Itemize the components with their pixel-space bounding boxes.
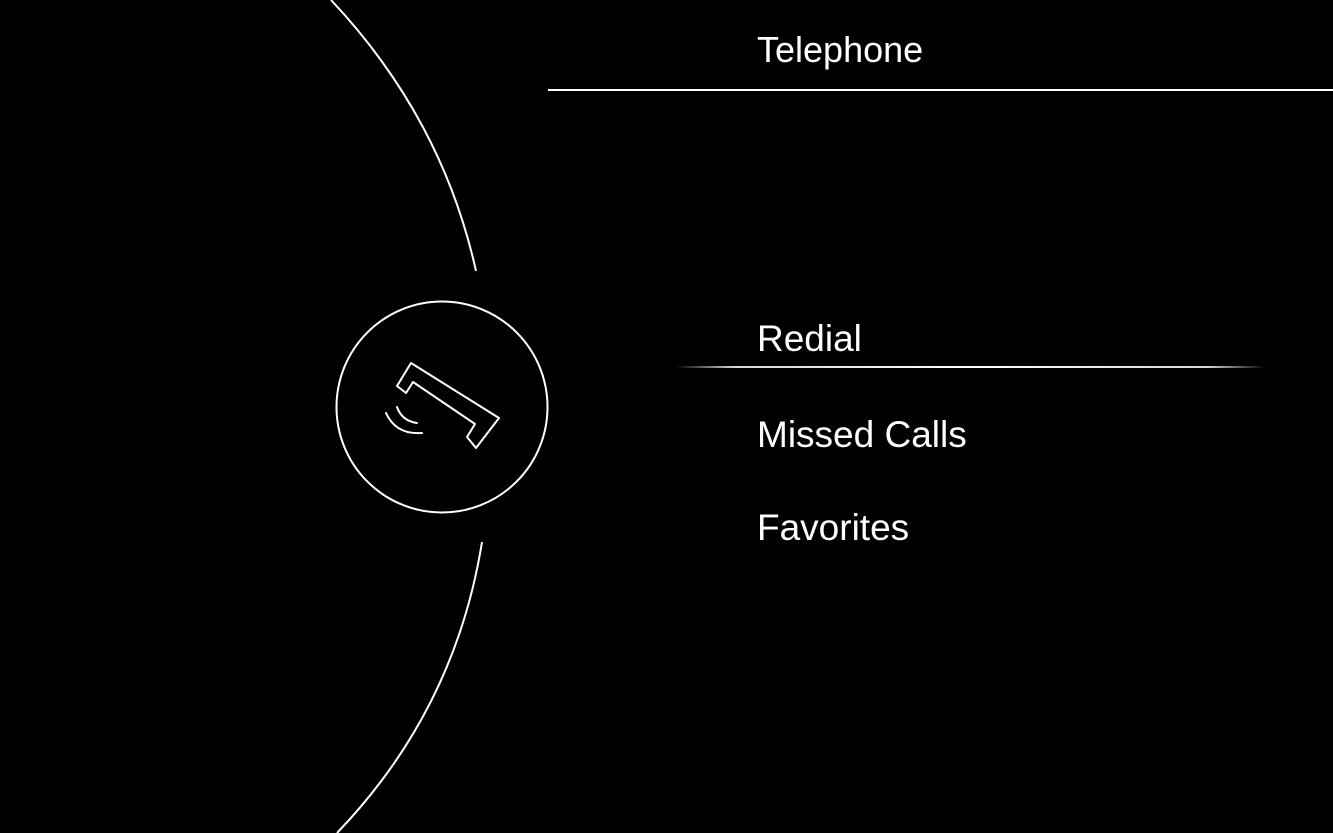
page-title: Telephone [757, 29, 924, 70]
header-divider [548, 89, 1333, 91]
focus-indicator [676, 366, 1266, 368]
menu-item-favorites[interactable]: Favorites [757, 507, 910, 548]
phone-handset-icon [385, 362, 500, 449]
phone-call-button[interactable] [335, 300, 549, 514]
menu-item-redial[interactable]: Redial [757, 318, 862, 359]
phone-button-ring [335, 300, 549, 514]
menu-item-missed-calls[interactable]: Missed Calls [757, 414, 967, 455]
